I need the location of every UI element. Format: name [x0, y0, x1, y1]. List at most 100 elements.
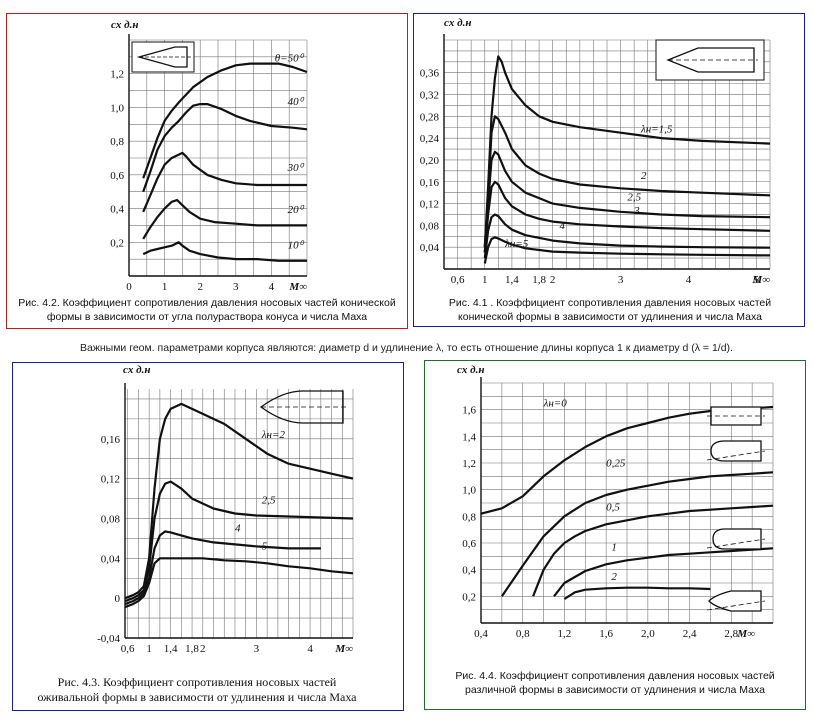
- hemisphere-nose-icon-outline: [712, 528, 762, 550]
- fig44-series-line: [532, 504, 774, 597]
- fig41-x-tick-label: 5: [754, 274, 760, 286]
- fig44-y-tick-label: 1,4: [462, 431, 476, 443]
- fig41-series-label: 4: [559, 220, 565, 232]
- fig44-y-tick-label: 0,4: [462, 565, 476, 577]
- blunt-nose-icon: [707, 406, 765, 426]
- fig41-y-tick-label: 0,12: [420, 199, 439, 211]
- fig44-y-tick-label: 1,2: [462, 458, 476, 470]
- fig41-x-tick-label: 3: [618, 274, 624, 286]
- figure-4-3-chart: 0,6 1 1,4 1,8 2 3 4 -0,04 0 0,04 0,08 0,12 0,16 cx д.…: [97, 364, 354, 655]
- fig44-x-tick-label: 0,8: [516, 628, 530, 640]
- fig43-series-line: [124, 480, 354, 603]
- fig44-series-label: 0,25: [606, 458, 626, 470]
- fig43-series-label: 4: [235, 522, 241, 534]
- fig41-series-line: [483, 213, 771, 259]
- cone-shape-icon: [131, 41, 195, 73]
- fig44-y-tick-label: 1,6: [462, 405, 476, 417]
- fig44-y-tick-label: 0,6: [462, 538, 476, 550]
- fig42-series-label: θ=50⁰: [275, 52, 305, 64]
- fig41-y-axis-label: cx д.н: [444, 17, 471, 29]
- fig42-x-tick-label: 2: [197, 281, 203, 293]
- fig41-y-tick-label: 0,24: [420, 133, 440, 145]
- fig43-series-label: λн=2: [261, 429, 286, 441]
- fig41-series-label: λн=1,5: [640, 123, 673, 135]
- figure-4-1-panel: 0,6 1 1,4 1,8 2 3 4 5 0,04 0,08 0,12 0,16 0,20 0,24 0,…: [413, 13, 805, 327]
- fig43-x-tick-label: 4: [307, 643, 313, 655]
- figure-4-3-panel: 0,6 1 1,4 1,8 2 3 4 -0,04 0 0,04 0,08 0,12 0,16 cx д.…: [12, 362, 404, 711]
- fig41-series-label: 3: [633, 205, 640, 217]
- fig41-y-tick-label: 0,32: [420, 90, 439, 102]
- round-nose-icon: [706, 440, 766, 462]
- fig43-series-label: 2,5: [262, 495, 276, 507]
- fig44-series-line: [500, 471, 774, 597]
- ogive-short-nose-icon-axis: [706, 600, 766, 611]
- fig44-series-line: [553, 547, 774, 597]
- nose-icon-outline: [666, 47, 755, 73]
- fig41-x-tick-label: 2: [550, 274, 556, 286]
- fig41-series-line: [483, 150, 771, 253]
- figure-4-2-panel: 0 1 2 3 4 0,2 0,4 0,6 0,8 1,0 1,2 cx д.н M∞ θ=50⁰ 40⁰ 3…: [6, 13, 408, 329]
- fig44-series-label: 2: [611, 571, 617, 583]
- hemisphere-nose-icon-axis: [706, 538, 766, 549]
- fig44-x-tick-label: 2,4: [683, 628, 697, 640]
- fig43-y-axis-label: cx д.н: [123, 364, 150, 376]
- fig42-series-line: [142, 103, 308, 193]
- fig41-series-line: [483, 55, 771, 248]
- fig41-y-tick-label: 0,20: [420, 155, 440, 167]
- fig42-series-label: 40⁰: [288, 96, 305, 108]
- fig44-y-tick-label: 1,0: [462, 485, 476, 497]
- fig43-x-tick-label: 1,8: [185, 643, 199, 655]
- fig41-x-tick-label: 0,6: [451, 274, 465, 286]
- fig42-y-tick-label: 1,2: [110, 69, 124, 81]
- fig42-x-axis-label: M∞: [288, 281, 307, 293]
- fig41-y-tick-label: 0,28: [420, 111, 440, 123]
- fig44-x-axis-label: M∞: [736, 628, 755, 640]
- ogive-nose-icon: [259, 390, 347, 424]
- fig44-y-tick-label: 0,2: [462, 591, 476, 603]
- fig43-series-line: [124, 530, 321, 606]
- hemisphere-nose-icon: [706, 528, 766, 550]
- round-nose-icon-outline: [710, 440, 762, 462]
- fig43-series-label: 5: [262, 540, 268, 552]
- fig44-series-label: λн=0: [543, 398, 568, 410]
- fig43-y-tick-label: -0,04: [97, 633, 120, 645]
- fig41-x-tick-label: 1: [482, 274, 488, 286]
- figure-4-2-caption: Рис. 4.2. Коэффициент сопротивления давл…: [18, 297, 396, 323]
- fig43-y-tick-label: 0,08: [101, 513, 121, 525]
- fig44-x-tick-label: 2,0: [641, 628, 655, 640]
- figure-4-2-chart: 0 1 2 3 4 0,2 0,4 0,6 0,8 1,0 1,2 cx д.н M∞ θ=50⁰ 40⁰ 3…: [110, 19, 308, 293]
- figure-4-1-caption: Рис. 4.1 . Коэффициент сопротивления дав…: [448, 297, 772, 323]
- fig44-x-tick-label: 1,2: [558, 628, 572, 640]
- ogive-short-nose-icon-outline: [708, 590, 762, 612]
- figure-4-4-caption: Рис. 4.4. Коэффициент сопротивления давл…: [455, 670, 775, 696]
- fig43-series-line: [124, 557, 354, 609]
- fig44-x-tick-label: 1,6: [599, 628, 613, 640]
- fig43-y-tick-label: 0,12: [101, 474, 120, 486]
- body-text-note: Важными геом. параметрами корпуса являют…: [80, 342, 733, 354]
- fig42-series-label: 20⁰: [288, 204, 305, 216]
- fig44-x-tick-label: 0,4: [474, 628, 488, 640]
- figure-4-4-chart: 0,4 0,8 1,2 1,6 2,0 2,4 2,8 0,2 0,4 0,6 0,8 1,0 1,2 1…: [457, 364, 774, 640]
- fig41-y-tick-label: 0,04: [420, 242, 440, 254]
- fig42-x-tick-label: 0: [126, 281, 132, 293]
- fig42-series-line: [142, 241, 307, 262]
- fig42-series-line: [142, 62, 308, 179]
- fig42-series-label: 30⁰: [287, 162, 305, 174]
- fig42-x-tick-label: 1: [162, 281, 168, 293]
- figure-4-4-panel: 0,4 0,8 1,2 1,6 2,0 2,4 2,8 0,2 0,4 0,6 0,8 1,0 1,2 1…: [424, 360, 806, 710]
- fig41-series-line: [483, 180, 771, 253]
- ogive-short-nose-icon: [706, 590, 766, 612]
- fig44-y-tick-label: 0,8: [462, 511, 476, 523]
- fig41-series-label: 2,5: [627, 192, 641, 204]
- fig44-series-label: 0,5: [606, 502, 620, 514]
- fig41-x-axis-label: M∞: [751, 274, 770, 286]
- fig43-x-axis-label: M∞: [334, 643, 353, 655]
- fig43-y-tick-label: 0,04: [101, 553, 121, 565]
- fig42-series-label: 10⁰: [288, 239, 305, 251]
- round-nose-icon-axis: [706, 450, 766, 461]
- fig43-x-tick-label: 2: [200, 643, 206, 655]
- fig43-x-tick-label: 3: [254, 643, 260, 655]
- fig42-x-tick-label: 3: [233, 281, 239, 293]
- figure-4-3-caption: Рис. 4.3. Коэффициент сопротивления носо…: [37, 675, 357, 704]
- fig42-x-tick-label: 4: [269, 281, 275, 293]
